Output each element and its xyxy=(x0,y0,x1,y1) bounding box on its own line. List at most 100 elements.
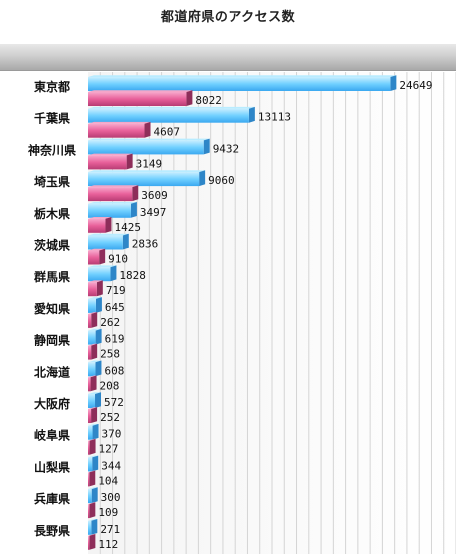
data-label: 24649 xyxy=(399,79,432,92)
data-label: 109 xyxy=(98,506,118,519)
bar-top xyxy=(88,121,151,124)
bar-side xyxy=(203,138,210,155)
bar xyxy=(88,457,93,472)
data-label: 9060 xyxy=(208,174,235,187)
category-label: 岐阜県 xyxy=(34,428,70,443)
bar-side xyxy=(89,502,96,519)
bar-side xyxy=(186,90,193,106)
bar xyxy=(88,520,92,535)
data-label: 4607 xyxy=(154,126,181,139)
data-label: 3609 xyxy=(141,189,168,202)
bar-top xyxy=(88,217,112,219)
bar-top xyxy=(88,519,98,521)
data-label: 262 xyxy=(100,316,120,329)
bar-top xyxy=(88,90,193,92)
bar xyxy=(88,313,92,328)
data-label: 1828 xyxy=(119,269,145,282)
bar-top xyxy=(88,280,103,283)
bar-side xyxy=(122,233,129,250)
data-label: 300 xyxy=(101,491,121,504)
bar-top xyxy=(88,360,102,363)
data-label: 910 xyxy=(108,253,128,266)
bar xyxy=(88,218,106,233)
data-label: 619 xyxy=(105,333,125,346)
data-label: 370 xyxy=(102,428,122,441)
bar-side xyxy=(144,121,151,138)
bar-top xyxy=(88,265,117,268)
bar xyxy=(88,187,133,202)
bar-side xyxy=(110,265,117,282)
category-label: 東京都 xyxy=(34,79,70,94)
bar xyxy=(88,345,92,360)
category-label: 長野県 xyxy=(34,523,70,538)
data-label: 112 xyxy=(98,538,118,551)
data-label: 1425 xyxy=(114,221,141,234)
bar xyxy=(88,425,93,440)
header-bar xyxy=(0,44,456,71)
bar xyxy=(88,77,391,91)
data-label: 252 xyxy=(100,411,120,424)
category-label: 大阪府 xyxy=(34,396,70,411)
bar xyxy=(88,535,90,550)
bar-top xyxy=(88,153,133,156)
bar-side xyxy=(95,360,102,377)
bar-top xyxy=(88,312,98,314)
bar xyxy=(88,155,127,170)
bar xyxy=(88,472,90,487)
bar-side xyxy=(95,392,102,408)
data-label: 9432 xyxy=(213,142,240,155)
category-label: 神奈川県 xyxy=(28,142,76,157)
bar-top xyxy=(88,392,102,394)
bar xyxy=(88,172,200,187)
bar-side xyxy=(390,75,397,91)
bar xyxy=(88,123,145,138)
category-label: 群馬県 xyxy=(33,269,70,284)
bar xyxy=(88,108,249,123)
bar-side xyxy=(91,519,98,535)
bar-side xyxy=(91,487,98,504)
data-label: 344 xyxy=(101,459,121,472)
category-label: 山梨県 xyxy=(34,459,70,474)
data-label: 271 xyxy=(100,523,120,536)
bar xyxy=(88,440,90,455)
bar-top xyxy=(88,233,129,236)
data-label: 3149 xyxy=(136,157,163,170)
bar-top xyxy=(88,487,98,490)
bar-top xyxy=(88,407,98,409)
bar-top xyxy=(88,328,102,331)
bar-top xyxy=(88,170,206,173)
bar xyxy=(88,394,96,408)
bar xyxy=(88,377,91,392)
category-label: 静岡県 xyxy=(34,333,70,348)
bar-top xyxy=(88,343,98,346)
bar-side xyxy=(91,343,98,360)
bar-top xyxy=(88,106,255,109)
bar-top xyxy=(88,438,96,441)
chart-title: 都道府県のアクセス数 xyxy=(160,10,296,25)
bar-side xyxy=(92,455,99,472)
bar xyxy=(88,362,96,377)
category-label: 北海道 xyxy=(34,364,70,379)
bar-side xyxy=(130,202,137,218)
bar xyxy=(88,409,92,423)
bar xyxy=(88,203,131,218)
bar xyxy=(88,489,92,504)
bar-top xyxy=(88,534,96,536)
bar-top xyxy=(88,248,106,251)
category-label: 愛知県 xyxy=(34,301,70,316)
bar-top xyxy=(88,202,137,204)
data-label: 608 xyxy=(104,364,124,377)
bar-side xyxy=(248,106,255,123)
bar-side xyxy=(199,170,206,187)
category-label: 千葉県 xyxy=(34,111,70,126)
bar-top xyxy=(88,502,96,505)
bar-top xyxy=(88,375,97,378)
bar-side xyxy=(91,407,98,423)
data-label: 8022 xyxy=(195,94,222,107)
bar-side xyxy=(99,248,106,265)
category-label: 栃木県 xyxy=(34,206,70,221)
bar-side xyxy=(95,328,102,345)
bar-side xyxy=(92,423,99,440)
data-label: 3497 xyxy=(140,206,167,219)
